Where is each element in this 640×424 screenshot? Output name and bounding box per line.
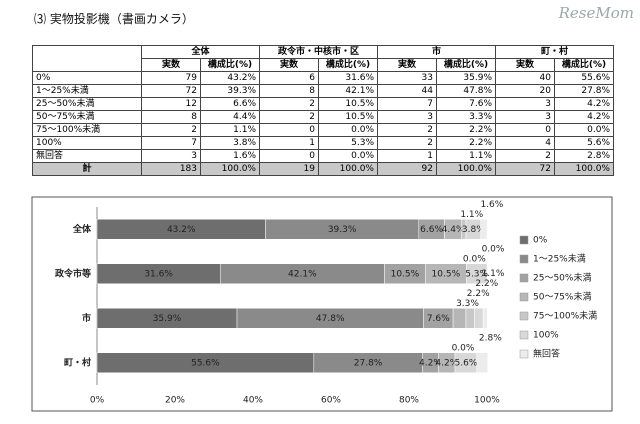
data-label: 55.6% (191, 358, 220, 368)
sub-header-row: 実数 構成比(%) 実数 構成比(%) 実数 構成比(%) 実数 構成比(%) (33, 58, 614, 72)
x-tick-label: 100% (474, 396, 500, 406)
bar-segment (480, 219, 488, 240)
table-row: 100% 7 3.8% 1 5.3% 2 2.2% 4 5.6% (32, 136, 614, 150)
bar-segment (452, 308, 467, 329)
data-label: 27.8% (354, 358, 383, 368)
legend-swatch (519, 330, 529, 340)
legend-swatch (519, 349, 529, 359)
logo: ReseMom (558, 4, 634, 22)
table-row: 計 183 100.0% 19 100.0% 92 100.0% 72 100.0% (32, 162, 614, 176)
data-label: 5.3% (465, 269, 488, 279)
table-row: 無回答 3 1.6% 0 0.0% 1 1.1% 2 2.8% (32, 149, 614, 163)
table-cell: 72 (495, 162, 555, 176)
table-row: 1〜25%未満 72 39.3% 8 42.1% 44 47.8% 20 27.8% (32, 84, 614, 98)
data-label: 43.2% (167, 225, 196, 235)
x-tick-label: 40% (243, 396, 263, 406)
bar-segment (482, 308, 488, 329)
data-label: 10.5% (432, 269, 461, 279)
x-tick-label: 0% (90, 396, 105, 406)
data-label: 0.0% (463, 254, 486, 264)
data-label: 39.3% (328, 225, 357, 235)
bar-segment (474, 308, 484, 329)
legend-swatch (519, 235, 529, 245)
legend-label: 100% (533, 331, 559, 341)
category-label: 市 (82, 312, 91, 324)
legend-swatch (519, 273, 529, 283)
data-label: 1.6% (480, 200, 503, 210)
bar-segment (465, 308, 475, 329)
legend-label: 75〜100%未満 (533, 310, 597, 322)
legend-label: 25〜50%未満 (533, 272, 591, 284)
data-label: 2.8% (479, 333, 502, 343)
x-tick-label: 20% (165, 396, 185, 406)
data-label: 0.0% (482, 244, 505, 254)
data-label: 42.1% (288, 269, 317, 279)
legend-label: 50〜75%未満 (533, 291, 591, 303)
data-label: 31.6% (144, 269, 173, 279)
table-row: 75〜100%未満 2 1.1% 0 0.0% 2 2.2% 0 0.0% (32, 123, 614, 137)
chart-frame (31, 196, 613, 412)
bar-segment (476, 352, 489, 373)
x-tick-label: 60% (321, 396, 341, 406)
table-row: 25〜50%未満 12 6.6% 2 10.5% 7 7.6% 3 4.2% (32, 97, 614, 111)
data-label: 2.2% (467, 289, 490, 299)
data-label: 4.4% (442, 225, 465, 235)
data-label: 3.3% (456, 299, 479, 309)
table-cell: 92 (377, 162, 437, 176)
table-cell: 100.0% (436, 162, 496, 176)
table-cell: 19 (259, 162, 319, 176)
data-label: 5.6% (455, 358, 478, 368)
x-tick-label: 80% (399, 396, 419, 406)
legend-swatch (519, 254, 529, 264)
group-header-row: 全体 政令市・中核市・区市町・村 (32, 45, 614, 72)
table-row: 0% 79 43.2% 6 31.6% 33 35.9% 40 55.6% (32, 71, 614, 85)
title: ⑶ 実物投影機（書画カメラ） (34, 12, 194, 26)
data-table: 全体 政令市・中核市・区市町・村 実数 構成比(%) 実数 構成比(%) 実数 構成比(%) 実… (32, 45, 614, 176)
table-cell: 100.0% (554, 162, 614, 176)
data-label: 10.5% (391, 269, 420, 279)
legend-label: 無回答 (533, 348, 560, 360)
legend-label: 0% (533, 236, 548, 246)
data-label: 6.6% (420, 225, 443, 235)
category-label: 町・村 (64, 356, 91, 368)
data-label: 2.2% (475, 279, 498, 289)
data-label: 0.0% (452, 343, 475, 353)
legend-label: 1〜25%未満 (533, 253, 586, 265)
data-label: 1.1% (460, 210, 483, 220)
legend-swatch (519, 311, 529, 321)
data-label: 1.1% (482, 269, 505, 279)
category-label: 全体 (72, 223, 92, 235)
legend-swatch (519, 292, 529, 302)
bar-segment (466, 263, 488, 284)
data-label: 3.8% (462, 225, 485, 235)
data-label: 35.9% (153, 314, 182, 324)
data-label: 4.2% (419, 358, 442, 368)
category-label: 政令市等 (55, 267, 91, 279)
data-label: 47.8% (316, 314, 345, 324)
data-label: 4.2% (435, 358, 458, 368)
data-label: 7.6% (427, 314, 450, 324)
table-cell: 183 (141, 162, 201, 176)
